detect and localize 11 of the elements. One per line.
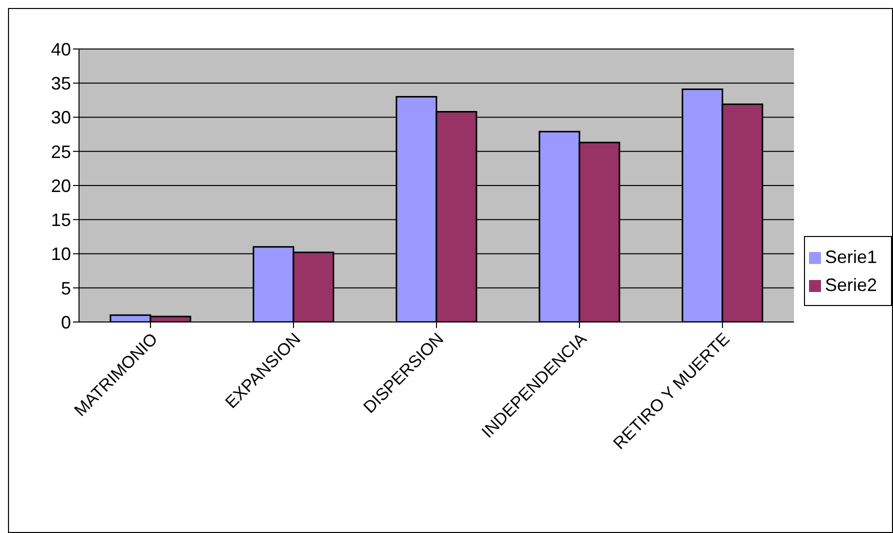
y-tick-label: 35 <box>50 74 71 94</box>
y-tick-label: 0 <box>60 312 71 332</box>
y-tick-label: 30 <box>50 108 71 128</box>
y-tick-label: 5 <box>60 278 71 298</box>
y-tick-label: 25 <box>50 142 71 162</box>
y-tick-label: 10 <box>50 244 71 264</box>
legend-label: Serie1 <box>824 246 877 266</box>
y-tick-label: 20 <box>50 176 71 196</box>
y-tick-label: 15 <box>50 210 71 230</box>
y-tick-label: 40 <box>50 39 71 60</box>
legend-label: Serie2 <box>824 274 877 294</box>
